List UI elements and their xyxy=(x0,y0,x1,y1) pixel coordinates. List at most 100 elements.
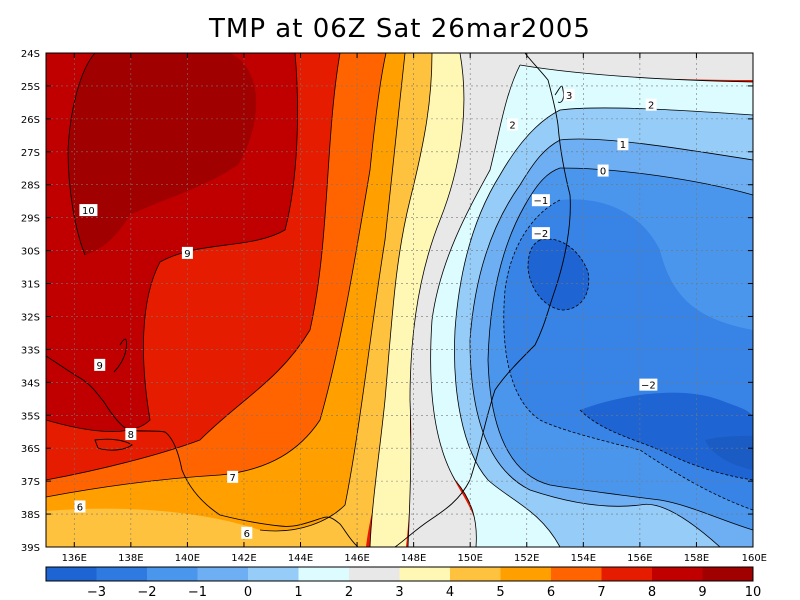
lon-tick-label: 146E xyxy=(344,553,369,564)
colorbar: −3 −2 −1 0 1 2 3 4 5 6 7 8 9 10 xyxy=(45,566,762,600)
colorbar-swatch xyxy=(298,567,350,581)
contour-label: 0 xyxy=(597,164,609,178)
lon-tick-label: 160E xyxy=(742,553,767,564)
lon-tick-label: 136E xyxy=(62,553,87,564)
colorbar-swatch xyxy=(197,567,249,581)
svg-text:1: 1 xyxy=(620,140,626,151)
colorbar-label: −3 xyxy=(87,585,106,600)
lat-tick-label: 38S xyxy=(21,510,40,521)
coastline xyxy=(46,53,571,547)
contour-label: 2 xyxy=(645,98,657,112)
lat-tick-label: 31S xyxy=(21,280,40,291)
colorbar-swatch xyxy=(601,567,653,581)
lon-tick-label: 152E xyxy=(514,553,539,564)
svg-text:6: 6 xyxy=(244,529,250,540)
lon-tick-label: 144E xyxy=(288,553,313,564)
lat-tick-label: 35S xyxy=(21,411,40,422)
lat-tick-label: 37S xyxy=(21,477,40,488)
latitude-axis: 24S 25S 26S 27S 28S 29S 30S 31S 32S 33S 34S 35S 36S 3… xyxy=(21,49,753,554)
map-frame xyxy=(45,52,754,548)
colorbar-swatch xyxy=(551,567,602,581)
colorbar-swatch xyxy=(96,567,148,581)
contour-label: 8 xyxy=(125,428,137,441)
colorbar-swatch xyxy=(147,567,198,581)
svg-text:0: 0 xyxy=(600,167,606,178)
colorbar-label: 8 xyxy=(648,585,656,600)
lat-tick-label: 32S xyxy=(21,312,40,323)
svg-text:−2: −2 xyxy=(641,381,656,392)
svg-text:8: 8 xyxy=(128,430,134,441)
lon-tick-label: 156E xyxy=(627,553,652,564)
contour-label: −2 xyxy=(531,227,550,240)
colorbar-label: −1 xyxy=(188,585,207,600)
contour-label: 6 xyxy=(241,526,253,540)
svg-text:−2: −2 xyxy=(534,229,549,240)
colorbar-label: 7 xyxy=(597,585,605,600)
svg-text:2: 2 xyxy=(648,101,654,112)
lat-tick-label: 25S xyxy=(21,82,40,93)
band-3-4 xyxy=(408,53,753,547)
contour-label: 10 xyxy=(79,204,98,217)
contour-label: 9 xyxy=(181,246,193,260)
colorbar-label: 2 xyxy=(345,585,353,600)
lon-tick-label: 148E xyxy=(401,553,426,564)
svg-text:9: 9 xyxy=(184,249,190,260)
colorbar-label: 10 xyxy=(745,585,762,600)
svg-text:7: 7 xyxy=(229,473,235,484)
lat-tick-label: 34S xyxy=(21,378,40,389)
colorbar-label: 5 xyxy=(496,585,504,600)
lon-tick-label: 150E xyxy=(457,553,482,564)
contour-label: 7 xyxy=(227,470,239,484)
lat-tick-label: 36S xyxy=(21,444,40,455)
colorbar-swatch xyxy=(450,567,501,581)
lat-tick-label: 26S xyxy=(21,115,40,126)
lat-tick-label: 29S xyxy=(21,214,40,225)
colorbar-label: 6 xyxy=(547,585,555,600)
colorbar-swatch xyxy=(702,567,754,581)
contour-label: 1 xyxy=(617,138,629,151)
svg-text:9: 9 xyxy=(97,361,103,372)
map-title: TMP at 06Z Sat 26mar2005 xyxy=(209,14,591,44)
colorbar-swatch xyxy=(349,567,400,581)
svg-text:−1: −1 xyxy=(534,196,549,207)
lon-tick-label: 154E xyxy=(571,553,596,564)
lat-tick-label: 24S xyxy=(21,49,40,60)
longitude-axis: 136E 138E 140E 142E 144E 146E 148E 150E 152E 154E… xyxy=(62,53,767,564)
colorbar-swatch xyxy=(399,567,451,581)
lat-tick-label: 27S xyxy=(21,148,40,159)
contour-lines xyxy=(46,53,753,547)
colorbar-swatch xyxy=(500,567,552,581)
lon-tick-label: 142E xyxy=(231,553,256,564)
band-deep-southeast xyxy=(705,435,753,470)
lon-tick-label: 158E xyxy=(684,553,709,564)
colorbar-label: −2 xyxy=(137,585,156,600)
svg-text:6: 6 xyxy=(77,502,83,513)
contour-label: −1 xyxy=(531,194,550,207)
lat-tick-label: 28S xyxy=(21,181,40,192)
colorbar-label: 0 xyxy=(244,585,252,600)
temperature-field xyxy=(46,53,753,547)
colorbar-label: 9 xyxy=(698,585,706,600)
band-5-6 xyxy=(46,53,442,547)
colorbar-swatch xyxy=(46,567,97,581)
colorbar-label: 1 xyxy=(294,585,302,600)
svg-text:3: 3 xyxy=(566,91,572,102)
colorbar-swatch xyxy=(248,567,299,581)
colorbar-label: 3 xyxy=(395,585,403,600)
map-grid xyxy=(46,53,753,547)
lon-tick-label: 140E xyxy=(175,553,200,564)
band-below-m2-southeast xyxy=(580,392,753,480)
lat-tick-label: 33S xyxy=(21,345,40,356)
contour-label: −2 xyxy=(639,378,658,392)
svg-text:10: 10 xyxy=(82,206,95,217)
band-6-7 xyxy=(46,53,418,547)
lat-tick-label: 39S xyxy=(21,543,40,554)
lon-tick-label: 138E xyxy=(118,553,143,564)
contour-label: 9 xyxy=(94,358,106,372)
lat-tick-label: 30S xyxy=(21,247,40,258)
contour-label: 3 xyxy=(563,88,575,102)
band-above-10 xyxy=(68,53,257,255)
contour-label: 6 xyxy=(74,500,86,513)
